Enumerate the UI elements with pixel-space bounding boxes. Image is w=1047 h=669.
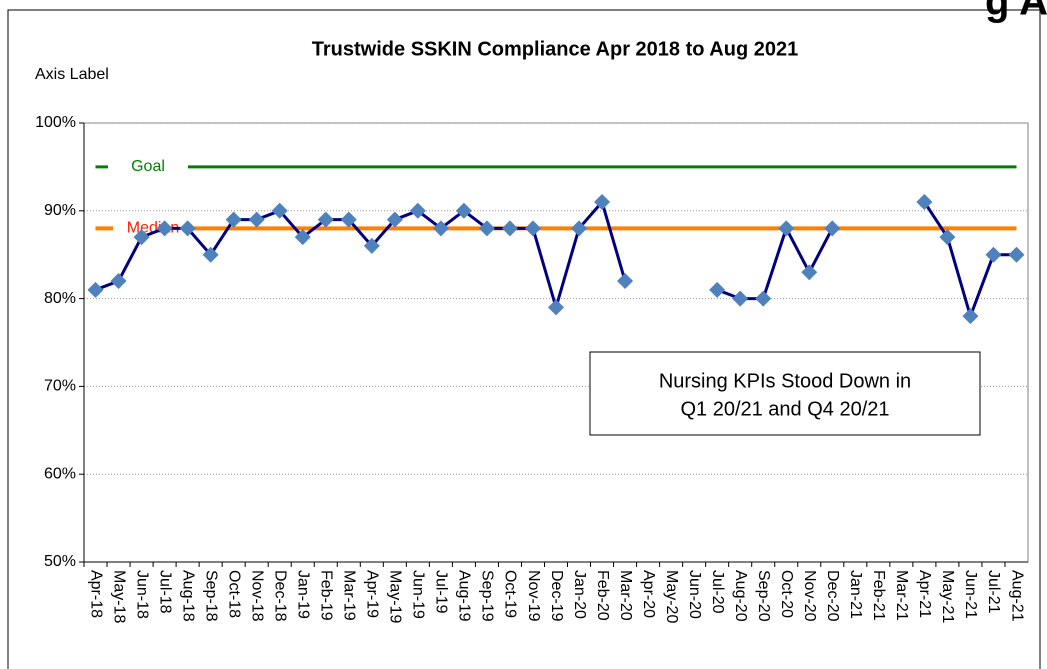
x-tick-label: Oct-18	[225, 570, 242, 618]
data-point	[985, 246, 1002, 263]
x-tick-label: Aug-20	[732, 570, 749, 622]
y-tick-label: 90%	[44, 202, 76, 219]
y-tick-label: 80%	[44, 290, 76, 307]
x-tick-label: May-19	[387, 570, 404, 623]
x-tick-label: Nov-18	[248, 570, 265, 622]
data-point	[340, 211, 357, 228]
x-tick-label: Mar-20	[617, 570, 634, 621]
data-point	[432, 220, 449, 237]
data-point	[709, 281, 726, 298]
data-point	[524, 220, 541, 237]
x-tick-label: Oct-19	[502, 570, 519, 618]
x-tick-label: Dec-20	[824, 570, 841, 622]
data-point	[133, 229, 150, 246]
data-point	[271, 202, 288, 219]
x-tick-label: Apr-21	[916, 570, 933, 618]
x-tick-label: Sep-19	[479, 570, 496, 622]
legend-label: Goal	[131, 158, 165, 175]
x-tick-label: Mar-21	[893, 570, 910, 621]
x-tick-label: Apr-18	[87, 570, 104, 618]
data-point	[548, 299, 564, 316]
data-point	[801, 264, 818, 281]
x-tick-label: Apr-19	[364, 570, 381, 618]
data-point	[248, 211, 265, 228]
data-point	[501, 220, 518, 237]
x-tick-label: Feb-19	[318, 570, 335, 621]
x-tick-label: Nov-19	[525, 570, 542, 622]
data-point	[317, 211, 334, 228]
x-tick-label: Jul-20	[709, 570, 726, 614]
data-point	[386, 211, 403, 228]
data-point	[179, 220, 196, 237]
x-tick-label: Sep-18	[202, 570, 219, 622]
x-tick-label: Aug-19	[456, 570, 473, 622]
x-tick-label: Aug-18	[179, 570, 196, 622]
x-tick-label: Dec-19	[548, 570, 565, 622]
data-point	[571, 220, 588, 237]
y-tick-label: 70%	[44, 378, 76, 395]
x-tick-label: Apr-20	[640, 570, 657, 618]
data-point	[916, 194, 933, 211]
x-tick-label: Oct-20	[778, 570, 795, 618]
data-point	[594, 194, 611, 211]
heading-fragment: g Ap	[985, 0, 1047, 24]
x-tick-label: May-21	[939, 570, 956, 623]
chart-title: Trustwide SSKIN Compliance Apr 2018 to A…	[312, 38, 798, 60]
plot-area	[83, 122, 1029, 563]
annotation-box	[589, 351, 981, 436]
data-point	[778, 220, 795, 237]
data-point	[1008, 246, 1025, 263]
y-tick-label: 100%	[35, 114, 76, 131]
data-point	[156, 220, 173, 237]
x-tick-label: Nov-20	[801, 570, 818, 622]
data-point	[363, 237, 380, 254]
x-tick-label: Jun-18	[133, 570, 150, 619]
data-point	[617, 273, 634, 290]
x-tick-label: Jan-20	[571, 570, 588, 619]
x-tick-label: Mar-19	[341, 570, 358, 621]
x-tick-label: Sep-20	[755, 570, 772, 622]
x-tick-label: Feb-21	[870, 570, 887, 621]
data-point	[409, 202, 426, 219]
y-tick-label: 50%	[44, 553, 76, 570]
data-point	[87, 281, 104, 298]
x-tick-label: Dec-18	[271, 570, 288, 622]
x-tick-label: Jun-21	[962, 570, 979, 619]
legend-bg	[113, 218, 193, 239]
data-point	[478, 220, 495, 237]
y-tick-label: 60%	[44, 465, 76, 482]
data-point	[939, 229, 956, 246]
y-axis-label: Axis Label	[35, 66, 109, 83]
data-point	[962, 308, 979, 325]
x-tick-label: Jan-19	[294, 570, 311, 619]
x-tick-label: Jul-18	[156, 570, 173, 614]
x-tick-label: Jun-19	[410, 570, 427, 619]
x-tick-label: Jul-19	[433, 570, 450, 614]
data-point	[202, 246, 219, 263]
data-point	[755, 290, 772, 307]
x-tick-label: Jun-20	[686, 570, 703, 619]
legend-bg	[108, 156, 188, 177]
x-tick-label: Jan-21	[847, 570, 864, 619]
x-tick-label: Feb-20	[594, 570, 611, 621]
x-tick-label: May-18	[110, 570, 127, 623]
x-tick-label: May-20	[663, 570, 680, 623]
data-point	[294, 229, 311, 246]
x-tick-label: Jul-21	[985, 570, 1002, 614]
data-point	[225, 211, 242, 228]
data-point	[455, 202, 472, 219]
annotation-text: Q1 20/21 and Q4 20/21	[680, 398, 889, 420]
data-point	[110, 273, 127, 290]
annotation-text: Nursing KPIs Stood Down in	[659, 370, 911, 392]
data-point	[732, 290, 749, 307]
data-point	[824, 220, 841, 237]
x-tick-label: Aug-21	[1008, 570, 1025, 622]
